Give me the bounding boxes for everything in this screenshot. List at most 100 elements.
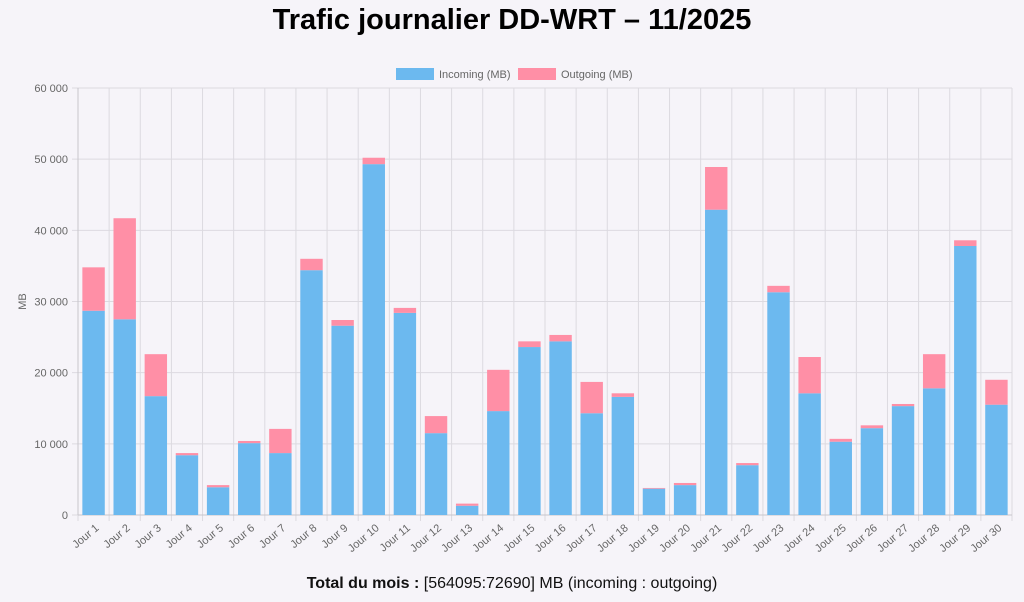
x-tick-label: Jour 16	[533, 522, 569, 555]
bar-outgoing	[362, 157, 385, 165]
chart-title: Trafic journalier DD-WRT – 11/2025	[272, 4, 752, 36]
legend-label-incoming: Incoming (MB)	[439, 69, 511, 81]
bar-incoming	[455, 505, 479, 515]
total-value: [564095:72690] MB (incoming : outgoing)	[423, 575, 718, 592]
y-tick-label: 50 000	[34, 154, 68, 166]
total-label: Total du mois :	[306, 575, 420, 592]
x-tick-label: Jour 25	[813, 522, 849, 555]
bar-outgoing	[891, 403, 915, 407]
bar-outgoing	[673, 482, 697, 486]
legend-swatch-incoming	[396, 68, 434, 80]
x-tick-label: Jour 18	[595, 522, 631, 555]
legend-label-outgoing: Outgoing (MB)	[561, 69, 633, 81]
bar-outgoing	[82, 267, 105, 311]
y-tick-label: 20 000	[34, 368, 68, 380]
x-tick-label: Jour 17	[564, 522, 600, 555]
bar-outgoing	[238, 440, 261, 444]
x-tick-label: Jour 27	[875, 522, 911, 555]
bar-incoming	[518, 347, 541, 515]
x-tick-label: Jour 26	[844, 522, 880, 555]
x-tick-label: Jour 23	[751, 522, 787, 555]
bar-incoming	[82, 310, 105, 515]
x-tick-label: Jour 7	[257, 522, 288, 551]
bar-incoming	[829, 441, 852, 515]
bar-outgoing	[144, 354, 168, 397]
y-tick-label: 40 000	[34, 225, 68, 237]
bar-outgoing	[455, 503, 479, 506]
x-tick-label: Jour 3	[133, 522, 164, 551]
bar-incoming	[673, 485, 697, 515]
monthly-total: Total du mois : [564095:72690] MB (incom…	[0, 575, 1024, 593]
bar-incoming	[611, 396, 635, 515]
bar-incoming	[331, 325, 354, 515]
bar-outgoing	[300, 258, 323, 271]
bar-outgoing	[206, 485, 230, 488]
bar-incoming	[922, 388, 946, 515]
bar-outgoing	[767, 285, 790, 293]
y-tick-label: 60 000	[34, 83, 68, 95]
bar-incoming	[580, 413, 603, 515]
x-tick-label: Jour 1	[70, 522, 101, 551]
bar-incoming	[362, 164, 385, 516]
bar-outgoing	[175, 453, 199, 456]
y-tick-label: 30 000	[34, 297, 68, 309]
x-tick-label: Jour 4	[164, 522, 195, 551]
x-tick-label: Jour 14	[470, 522, 506, 555]
bar-outgoing	[736, 463, 759, 466]
y-tick-label: 10 000	[34, 439, 68, 451]
bar-outgoing	[393, 307, 417, 313]
bar-incoming	[705, 209, 728, 515]
x-tick-label: Jour 21	[688, 522, 724, 555]
bar-outgoing	[954, 240, 977, 246]
x-tick-label: Jour 22	[719, 522, 755, 555]
bar-incoming	[985, 404, 1008, 515]
x-tick-label: Jour 30	[969, 522, 1005, 555]
bar-incoming	[113, 319, 136, 515]
bar-outgoing	[705, 166, 728, 210]
x-tick-label: Jour 29	[937, 522, 973, 555]
bar-outgoing	[611, 393, 635, 397]
x-tick-label: Jour 10	[346, 522, 382, 555]
x-tick-label: Jour 15	[502, 522, 538, 555]
x-tick-label: Jour 24	[782, 522, 818, 555]
bar-incoming	[487, 411, 510, 515]
bar-incoming	[891, 406, 915, 515]
bar-outgoing	[113, 218, 136, 320]
bar-outgoing	[798, 357, 821, 394]
bar-incoming	[642, 488, 666, 515]
x-tick-label: Jour 2	[101, 522, 132, 551]
x-tick-label: Jour 19	[626, 522, 662, 555]
bar-outgoing	[269, 428, 292, 454]
bar-incoming	[954, 245, 977, 516]
bar-incoming	[300, 270, 323, 515]
bar-incoming	[238, 443, 261, 515]
x-tick-label: Jour 20	[657, 522, 693, 555]
bar-incoming	[206, 487, 230, 515]
bar-incoming	[269, 453, 292, 515]
bar-incoming	[767, 292, 790, 515]
bar-incoming	[144, 396, 168, 515]
bar-incoming	[736, 465, 759, 515]
bar-incoming	[175, 455, 199, 515]
x-tick-label: Jour 13	[439, 522, 475, 555]
bar-outgoing	[829, 438, 852, 442]
bar-incoming	[424, 433, 448, 515]
x-tick-label: Jour 8	[288, 522, 319, 551]
bar-outgoing	[424, 416, 448, 434]
bar-incoming	[393, 312, 417, 515]
x-tick-label: Jour 6	[226, 522, 257, 551]
bar-outgoing	[331, 320, 354, 326]
x-tick-label: Jour 5	[195, 522, 226, 551]
bar-chart: 0 10 000 20 000 30 000 40 000 50 000 60 000 MB J…	[17, 68, 1013, 555]
bar-incoming	[549, 341, 572, 515]
bar-outgoing	[487, 369, 510, 412]
bar-outgoing	[518, 341, 541, 348]
y-tick-label: 0	[62, 510, 68, 522]
bar-outgoing	[580, 381, 603, 414]
bar-outgoing	[985, 379, 1008, 405]
x-tick-label: Jour 28	[906, 522, 942, 555]
bar-outgoing	[922, 354, 946, 389]
x-tick-label: Jour 11	[378, 522, 413, 554]
legend-swatch-outgoing	[518, 68, 556, 80]
bar-outgoing	[549, 334, 572, 342]
